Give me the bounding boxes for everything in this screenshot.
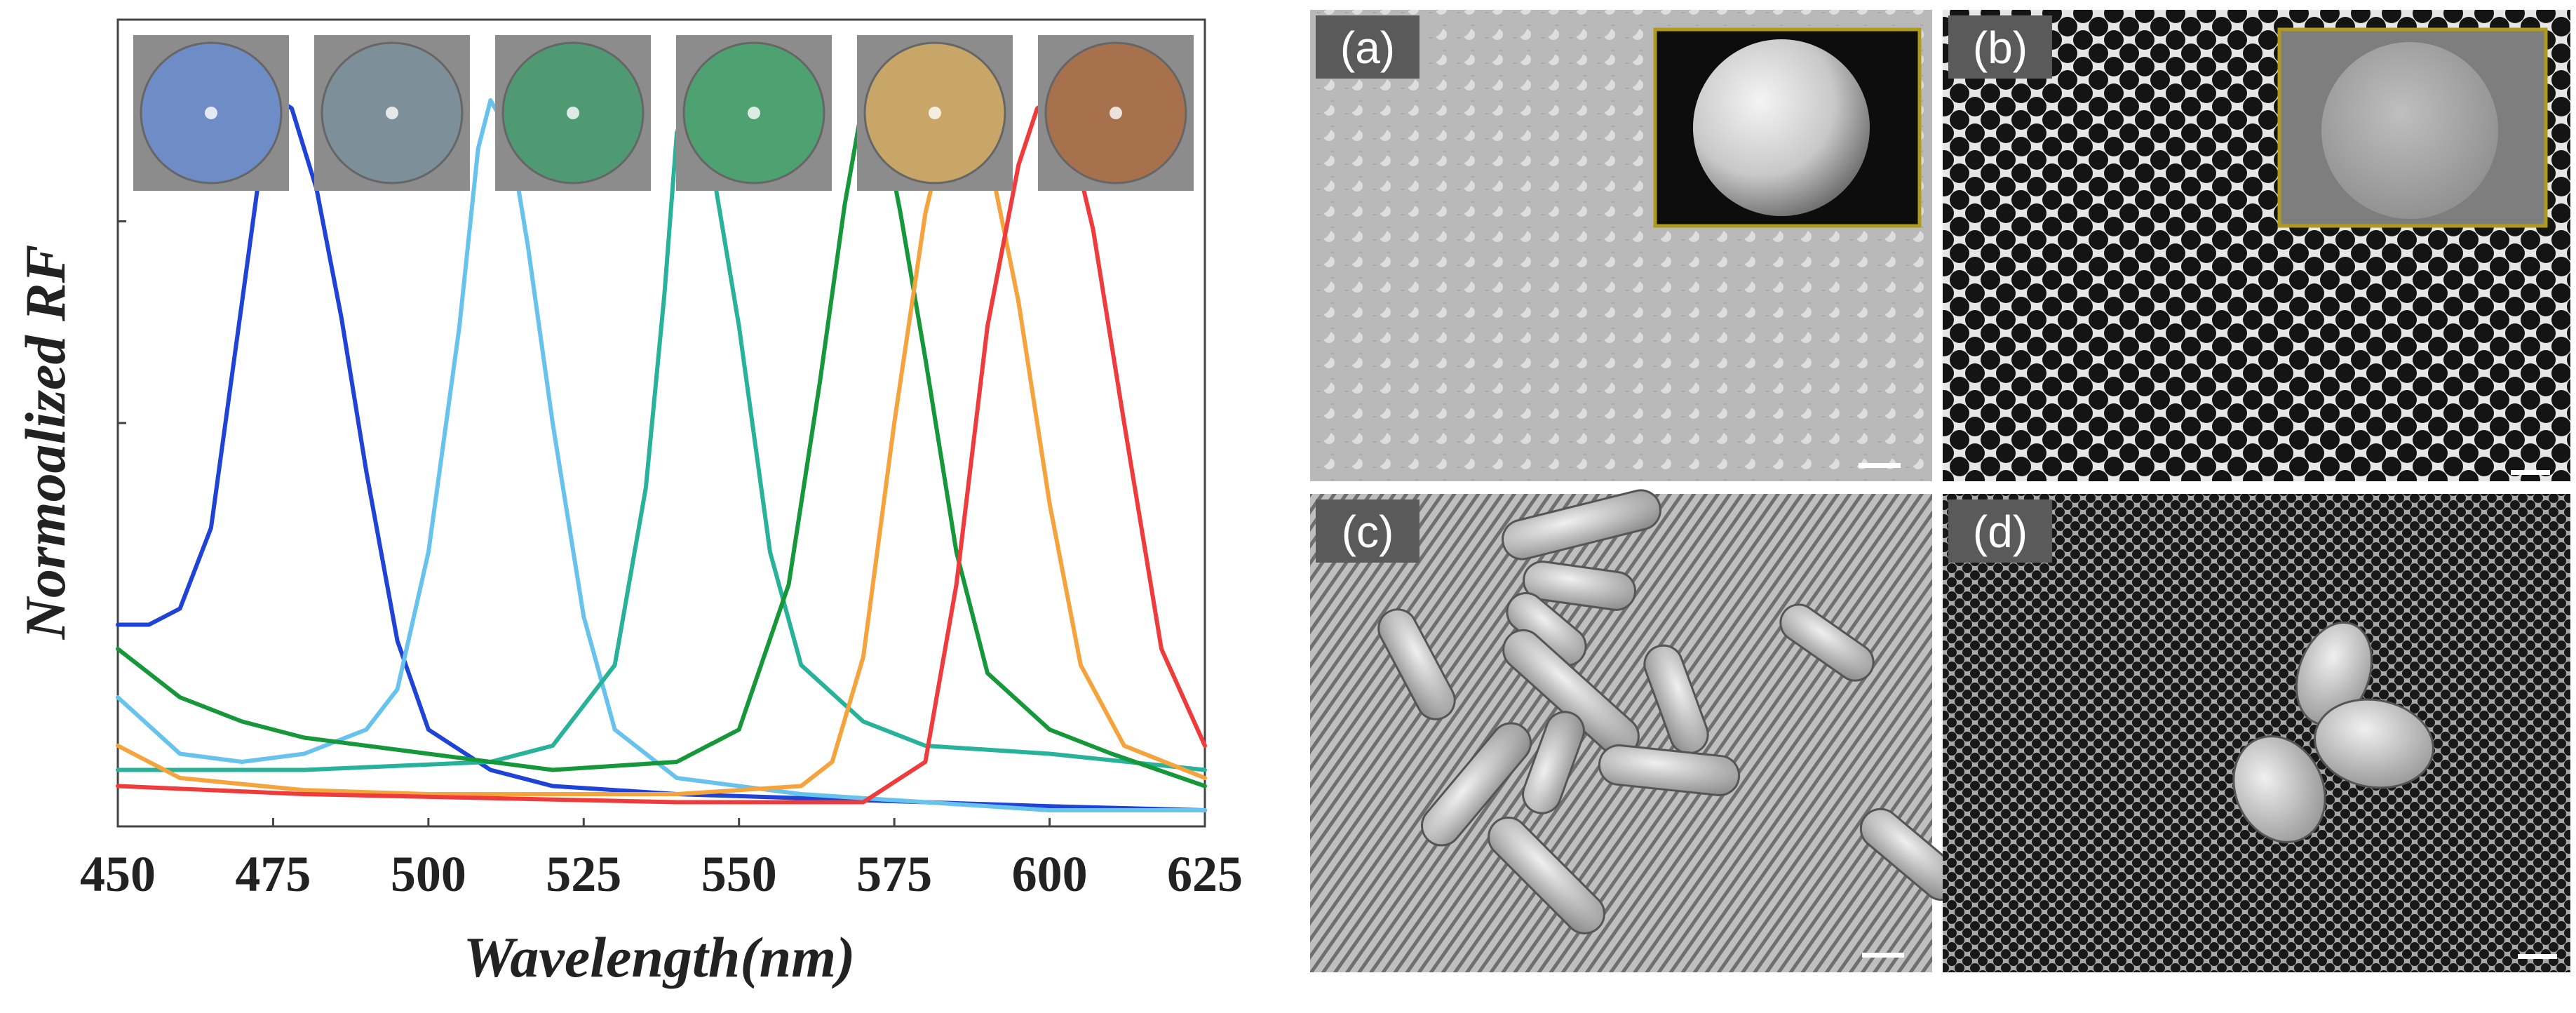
series-line-3 [116,98,1207,772]
panel-label: (c) [1342,506,1394,557]
scale-bar [2511,470,2550,475]
scale-bar [2518,954,2557,959]
sem-panel-d: (d) [1943,494,2570,972]
sem-panel-c: (c) [1310,489,1963,972]
series-layer [116,98,1207,812]
x-tick-label: 600 [1012,846,1088,902]
series-line-1 [116,98,1207,812]
sphere-inset-image [2321,42,2498,219]
sem-panel-b: (b) [1943,10,2570,481]
series-line-4 [116,98,1207,789]
sample-photos [133,35,1194,191]
x-tick-label: 475 [235,846,311,902]
y-axis-label: Normoalized RF [13,245,77,640]
sample-photo [1038,35,1194,191]
x-axis-label: Wavelength(nm) [464,925,856,989]
panel-label-box [1948,15,2052,79]
scale-bar [1859,463,1901,468]
sem-panel-a: (a) [1310,10,1932,481]
x-tick-label: 525 [546,846,621,902]
sphere-inset-image [1693,39,1870,216]
x-tick-label: 550 [701,846,777,902]
sample-photo [857,35,1013,191]
panel-label-box [1316,499,1420,563]
bacteria-cluster [2232,621,2434,843]
x-tick-label: 500 [391,846,466,902]
x-tick-label: 625 [1167,846,1243,902]
scale-bar [1862,953,1904,958]
bacteria-rods [1377,489,1963,934]
series-line-6 [116,98,1207,805]
series-line-2 [116,98,1207,812]
panel-label-box [1316,15,1420,79]
sample-photo [676,35,832,191]
x-tick-label: 575 [856,846,932,902]
axis-ticks: 450 475 500 525 550 575 600 625 [80,818,1243,902]
series-line-5 [116,98,1207,796]
panel-label: (b) [1973,22,2028,73]
sample-photo [314,35,470,191]
sample-photo [133,35,289,191]
panel-label: (d) [1973,506,2028,557]
x-tick-label: 450 [80,846,156,902]
panel-label-box [1948,499,2052,563]
panel-label: (a) [1340,22,1395,73]
sample-photo [495,35,651,191]
